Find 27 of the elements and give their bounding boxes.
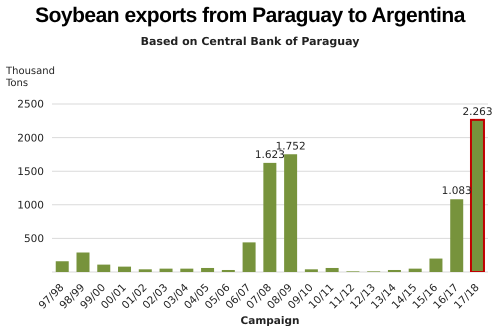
y-tick-label: 2500 (17, 98, 44, 111)
bar (56, 261, 69, 272)
y-tick-label: 2000 (17, 132, 44, 144)
bar (76, 252, 90, 272)
bar (408, 268, 422, 272)
data-label: 1.623 (254, 148, 285, 161)
bar (450, 199, 464, 272)
x-axis-title: Campaign (240, 315, 300, 326)
bar (201, 268, 214, 272)
data-label: 2.263 (462, 106, 493, 118)
bar (180, 268, 194, 272)
y-tick-label: 1500 (17, 166, 44, 178)
bar (429, 258, 442, 272)
y-axis-title: Thousand Tons (6, 66, 56, 90)
chart-subtitle: Based on Central Bank of Paraguay (140, 35, 360, 48)
bar (304, 269, 318, 272)
bar (97, 264, 110, 272)
chart-title: Soybean exports from Paraguay to Argentina (34, 4, 466, 28)
bar (284, 154, 298, 272)
bar (263, 162, 276, 272)
bar (326, 268, 339, 272)
bar (138, 269, 152, 272)
bar (242, 242, 256, 272)
bar (118, 266, 132, 272)
bar (160, 268, 173, 272)
y-tick-label: 1000 (17, 200, 44, 212)
y-tick-label: 500 (24, 233, 44, 246)
